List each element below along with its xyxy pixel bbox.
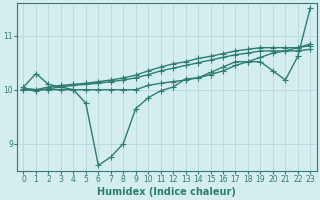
X-axis label: Humidex (Indice chaleur): Humidex (Indice chaleur) [98,187,236,197]
